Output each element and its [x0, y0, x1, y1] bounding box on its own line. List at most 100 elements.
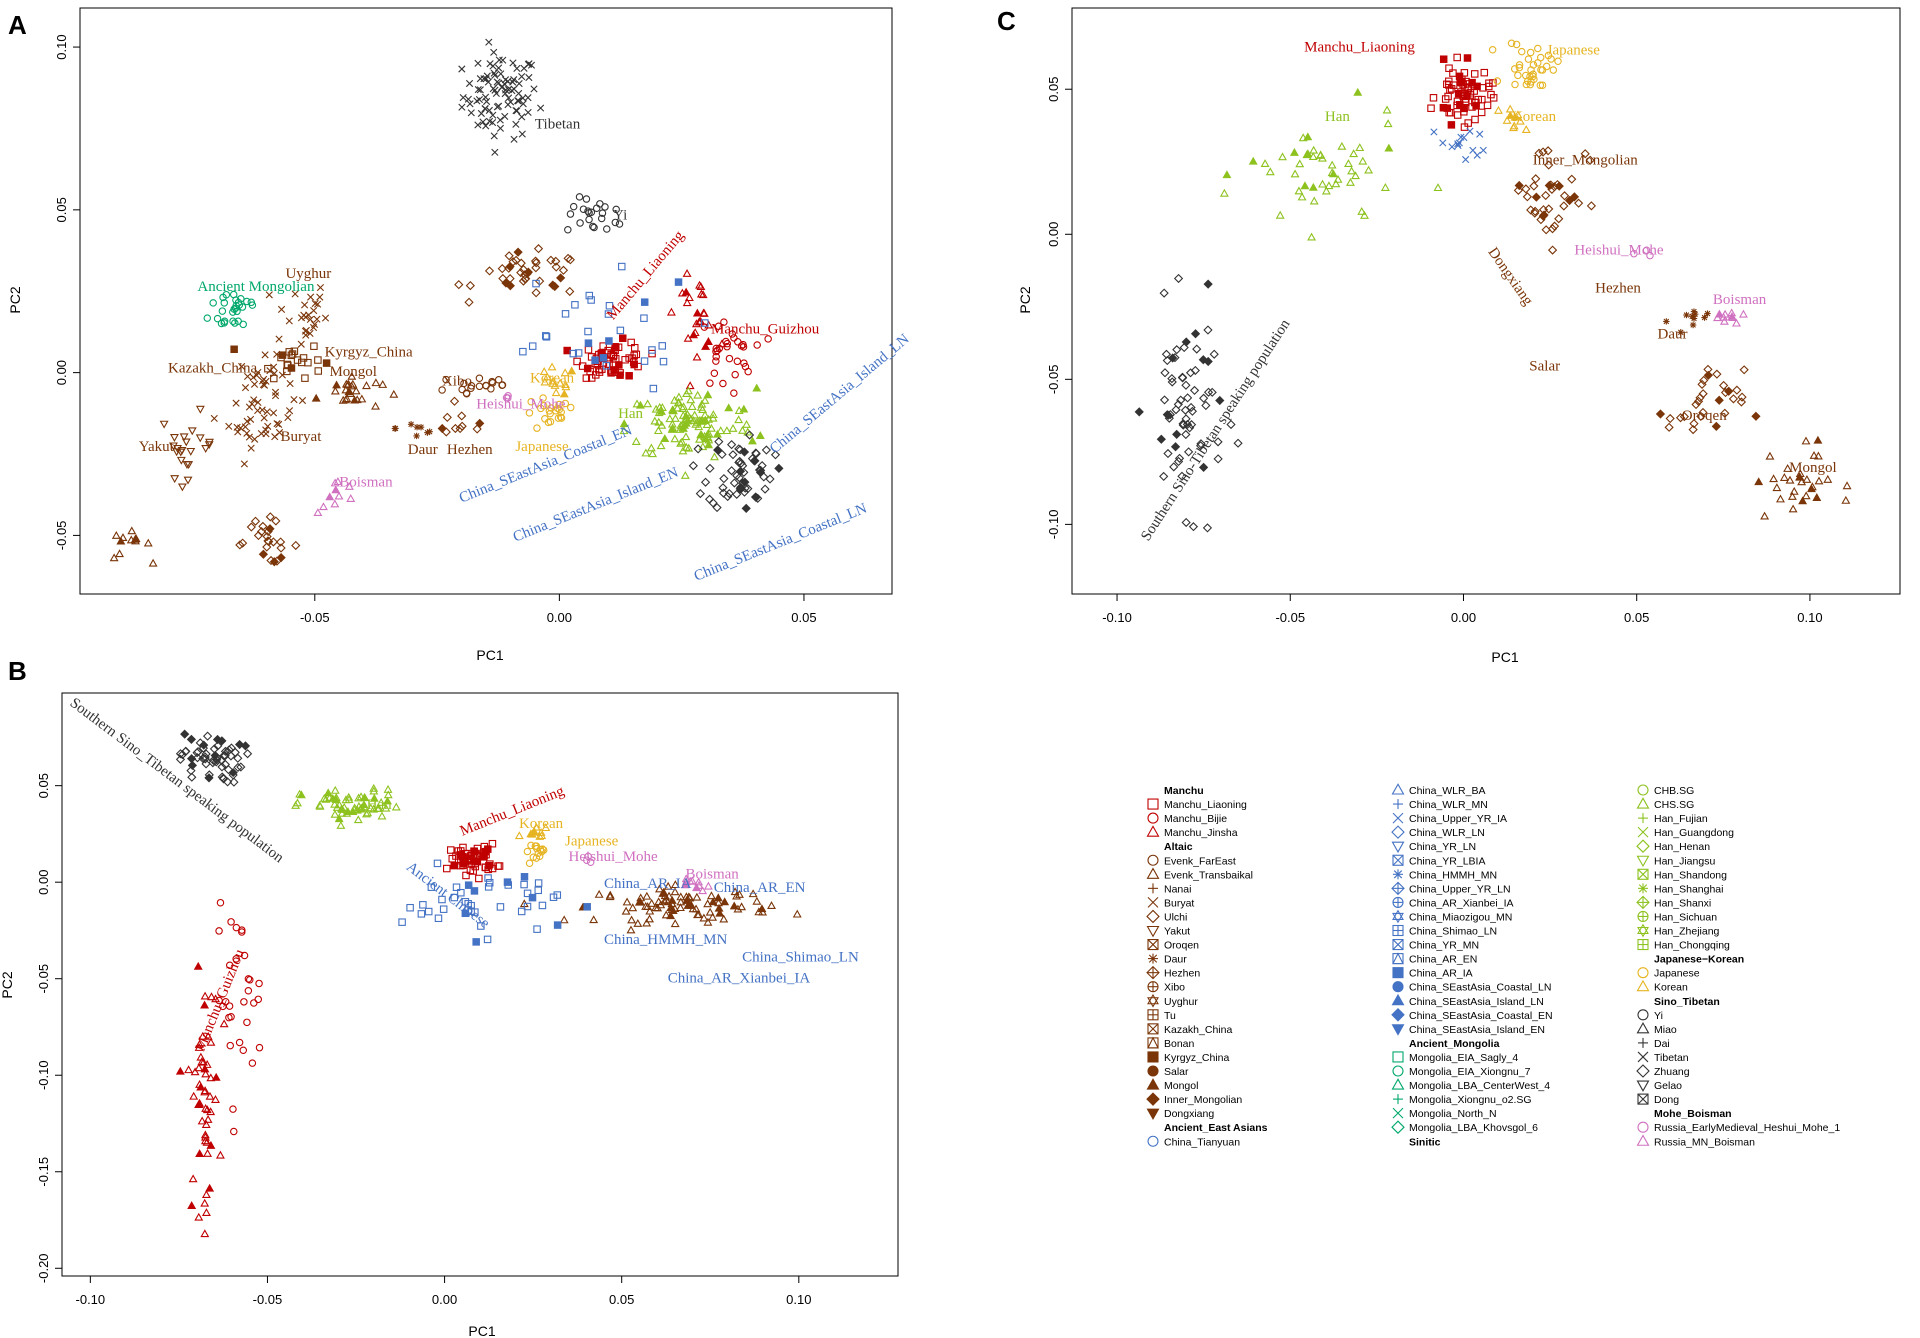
annotation-han: Han: [618, 406, 643, 422]
x-tick-label: 0.05: [791, 610, 816, 625]
point-ancient-east-asians: [605, 301, 614, 310]
x-tick-label: -0.10: [76, 1292, 106, 1307]
point-southern-sino-tibetan: [1177, 373, 1188, 383]
point-hezhen: [457, 411, 467, 421]
point-ancient-east-asians: [599, 354, 608, 362]
series-kyrgyz-china: [230, 342, 331, 383]
legend-marker-china-ar-ia: [1392, 967, 1404, 979]
point-manchu-guizhou: [666, 307, 676, 316]
point-yakut: [179, 433, 189, 442]
point-buryat: [232, 399, 240, 407]
point-ancient-chinese: [406, 903, 414, 912]
point-ancient-mongolian: [203, 314, 212, 322]
point-ancient-mongolian: [217, 319, 226, 328]
point-korean: [550, 380, 560, 389]
point-ancient-mongolian: [232, 296, 240, 304]
point-southern-sino-tibetan: [1199, 393, 1209, 403]
point-manchu-liaoning: [486, 860, 494, 868]
point-manchu-guizhou: [200, 1000, 210, 1009]
point-japanese: [1507, 39, 1516, 48]
annotation-china-ar-en: China_AR_EN: [714, 880, 806, 896]
point-yi: [612, 205, 620, 214]
point-tibetan: [482, 122, 490, 130]
point-southern-sino-tibetan: [1186, 420, 1197, 430]
point-southern-sino-tibetan: [202, 731, 213, 741]
point-manchu-guizhou: [207, 992, 216, 1001]
point-manchu-bijie: [240, 998, 248, 1006]
point-manchu-bijie: [255, 979, 263, 988]
point-boisman: [346, 494, 356, 502]
point-ancient-mongolian: [232, 301, 240, 310]
point-southern-sino-tibetan: [743, 483, 753, 494]
legend-marker-china-shimao-ln: [1392, 924, 1404, 937]
point-altaic: [663, 881, 673, 890]
point-manchu-liaoning: [1477, 108, 1486, 117]
point-yakut: [159, 420, 169, 429]
point-southern-sino-tibetan: [1168, 353, 1178, 363]
point-manchu-bijie: [719, 379, 727, 388]
point-han: [648, 449, 658, 458]
point-inner-mongolian: [1574, 198, 1584, 208]
point-mongol: [1807, 482, 1817, 491]
data-points: [175, 729, 802, 1238]
point-han: [1308, 182, 1318, 191]
series-inner-mongolian: [1513, 146, 1597, 255]
point-daur: [1701, 314, 1708, 321]
point-oroqen: [1737, 392, 1747, 402]
point-japanese: [525, 409, 534, 417]
legend-label: Buryat: [1164, 897, 1194, 909]
legend-marker-daur: [1148, 953, 1158, 964]
legend-marker-dongxiang: [1146, 1108, 1160, 1121]
point-altaic: [670, 880, 680, 889]
point-han: [369, 783, 379, 792]
point-manchu-liaoning: [630, 360, 638, 369]
point-southern-sino-tibetan: [1190, 365, 1200, 376]
point-buryat: [262, 430, 270, 438]
series-japanese: [523, 841, 548, 868]
point-manchu-guizhou: [681, 287, 691, 296]
point-manchu-bijie: [733, 357, 742, 366]
point-manchu-guizhou: [200, 1136, 210, 1145]
point-evenk-transbaikal: [115, 549, 125, 558]
point-han: [1275, 210, 1285, 219]
point-southern-sino-tibetan: [728, 450, 738, 460]
point-southern-sino-tibetan: [233, 753, 243, 763]
point-ancient-east-asians: [640, 357, 649, 365]
legend-marker-bonan: [1147, 1036, 1159, 1049]
point-han: [710, 452, 719, 461]
point-southern-sino-tibetan: [736, 484, 746, 494]
point-buryat: [271, 433, 279, 441]
point-inner-mongolian: [465, 280, 475, 291]
legend-label: Han_Jiangsu: [1654, 855, 1715, 867]
legend-label: China_YR_LN: [1409, 841, 1476, 853]
point-manchu-guizhou: [188, 1174, 198, 1183]
point-korean: [541, 823, 551, 832]
point-korean: [539, 367, 549, 375]
point-tibetan: [491, 148, 499, 156]
annotation-yi: Yi: [613, 208, 627, 224]
point-manchu-bijie: [246, 976, 254, 984]
point-japanese: [541, 415, 549, 423]
legend-label: Zhuang: [1654, 1066, 1690, 1078]
legend-label: China_Miaozigou_MN: [1409, 911, 1512, 923]
point-manchu-liaoning: [450, 861, 459, 870]
annotation-boisman: Boisman: [1713, 292, 1767, 308]
point-manchu-liaoning: [481, 847, 490, 856]
legend-label: Mongolia_North_N: [1409, 1108, 1497, 1120]
legend-marker-china-ar-xianbei-ia: [1392, 896, 1404, 908]
point-southern-sino-tibetan: [1171, 405, 1181, 415]
point-southern-sino-tibetan: [732, 489, 742, 499]
point-japanese: [532, 842, 541, 850]
annotation-china-hmmh-mn: China_HMMH_MN: [604, 932, 728, 948]
annotation-hezhen: Hezhen: [1595, 280, 1641, 296]
point-ancient-chinese: [452, 883, 461, 891]
point-han: [1380, 183, 1390, 191]
point-boisman: [313, 508, 323, 517]
point-manchu-guizhou: [201, 1069, 211, 1078]
point-kazakh-china: [261, 351, 269, 359]
series-southern-sino-tibetan: [688, 430, 784, 513]
y-tick-label: 0.05: [36, 773, 51, 798]
legend-group-header: Sinitic: [1409, 1136, 1441, 1148]
point-korean: [1502, 115, 1512, 124]
point-southern-sino-tibetan: [744, 430, 755, 440]
